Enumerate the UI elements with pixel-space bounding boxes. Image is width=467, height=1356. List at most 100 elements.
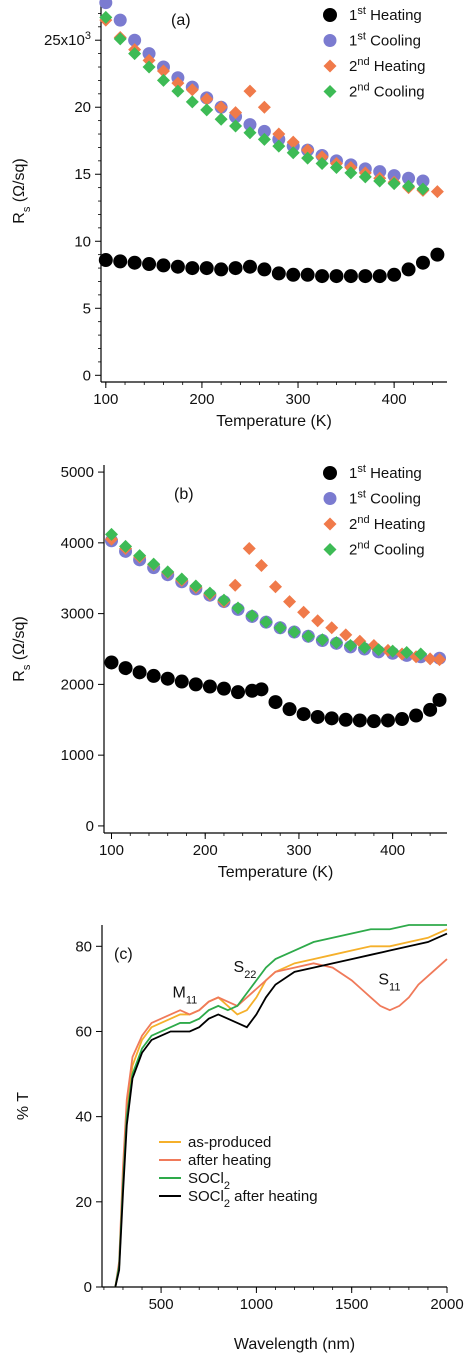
data-point (185, 95, 199, 109)
data-point (128, 33, 142, 47)
data-point (127, 255, 142, 270)
data-point (395, 712, 410, 727)
data-point (402, 171, 416, 185)
data-point (325, 621, 339, 635)
legend-label: SOCl2 after heating (188, 1188, 318, 1210)
data-point (231, 601, 245, 615)
data-point (339, 628, 353, 642)
legend-label: 2nd Heating (349, 514, 425, 533)
data-point (185, 261, 200, 276)
data-point (257, 132, 271, 146)
legend-label: 2nd Cooling (349, 540, 425, 559)
data-point (282, 702, 297, 717)
data-point (400, 646, 414, 660)
series-line (114, 928, 448, 1288)
panel-label: (b) (174, 486, 194, 503)
data-point (358, 170, 372, 184)
legend-label: 2nd Heating (349, 56, 425, 75)
y-tick-label: 0 (86, 818, 94, 835)
legend-label: SOCl2 (188, 1170, 230, 1192)
data-point (358, 269, 373, 284)
data-point (156, 73, 170, 87)
x-tick-label: 100 (99, 842, 124, 859)
data-point (231, 685, 246, 700)
data-point (315, 150, 329, 164)
series-line (114, 924, 447, 1288)
annotation: S22 (234, 959, 257, 981)
data-point (283, 595, 297, 609)
data-point (257, 262, 272, 277)
data-point (301, 143, 315, 157)
data-point (387, 169, 401, 183)
legend-marker (323, 466, 337, 480)
y-tick-label: 20 (74, 99, 91, 116)
data-point (142, 53, 156, 67)
series-line (114, 958, 448, 1288)
data-point (301, 629, 315, 643)
data-point (329, 161, 343, 175)
data-point (113, 13, 127, 27)
y-axis-label: % T (15, 1092, 32, 1120)
y-tick-label: 5 (83, 300, 91, 317)
data-point (156, 64, 170, 78)
chart-panel-1: 0 5 10 15 20 25x103 100 200 300 400 Temperature (K… (11, 0, 447, 430)
data-point (99, 10, 113, 24)
data-point (315, 269, 330, 284)
data-point (156, 258, 171, 273)
legend-label: 2nd Cooling (349, 82, 425, 101)
data-point (416, 174, 430, 188)
data-point (171, 84, 185, 98)
data-point (118, 661, 133, 676)
data-point (259, 615, 273, 629)
x-tick-label: 300 (286, 842, 311, 859)
y-tick-label: 5000 (61, 464, 94, 481)
x-axis-label: Temperature (K) (216, 413, 332, 430)
data-point (297, 605, 311, 619)
data-point (343, 269, 358, 284)
data-point (287, 625, 301, 639)
data-point (286, 135, 300, 149)
data-point (188, 677, 203, 692)
data-point (242, 542, 256, 556)
data-point (185, 83, 199, 97)
data-point (170, 259, 185, 274)
data-point (310, 709, 325, 724)
data-point (245, 609, 259, 623)
y-tick-label: 0 (84, 1279, 92, 1296)
data-point (174, 674, 189, 689)
data-point (430, 185, 444, 199)
data-point (229, 119, 243, 133)
y-tick-label: 80 (75, 938, 92, 955)
data-point (402, 179, 416, 193)
data-point (386, 644, 400, 658)
data-point (300, 267, 315, 282)
legend-label: after heating (188, 1152, 271, 1169)
series-4 (99, 10, 430, 196)
data-point (257, 100, 271, 114)
data-point (430, 247, 445, 262)
y-tick-label: 2000 (61, 676, 94, 693)
series-1 (104, 655, 447, 729)
data-point (273, 621, 287, 635)
data-point (128, 47, 142, 61)
x-tick-label: 400 (380, 842, 405, 859)
legend-marker (323, 85, 337, 98)
y-tick-label: 15 (74, 166, 91, 183)
legend-marker (323, 8, 337, 22)
data-point (199, 261, 214, 276)
series-line (114, 932, 448, 1288)
data-point (324, 711, 339, 726)
data-point (242, 259, 257, 274)
data-point (286, 267, 301, 282)
y-tick-label: 25x103 (44, 30, 91, 49)
data-point (409, 708, 424, 723)
data-point (142, 47, 156, 61)
data-point (372, 643, 386, 657)
x-tick-label: 2000 (430, 1296, 463, 1313)
y-tick-label: 0 (83, 367, 91, 384)
data-point (329, 269, 344, 284)
series-2 (114, 958, 448, 1288)
data-point (175, 572, 189, 586)
x-tick-label: 100 (93, 391, 118, 408)
